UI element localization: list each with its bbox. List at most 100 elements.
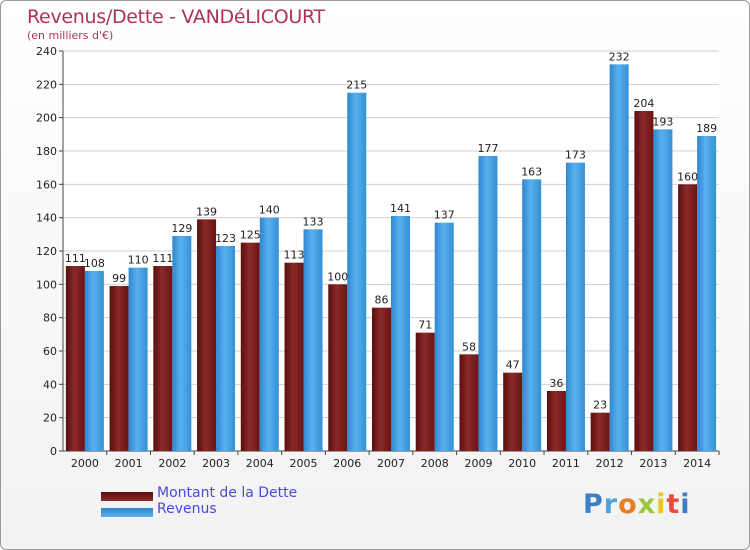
x-tick-label: 2013 bbox=[639, 457, 667, 470]
bar-revenus bbox=[128, 267, 148, 451]
data-label-revenus: 129 bbox=[171, 222, 192, 235]
x-tick-label: 2007 bbox=[377, 457, 405, 470]
y-tick-label: 120 bbox=[36, 245, 57, 258]
x-tick-label: 2002 bbox=[158, 457, 186, 470]
x-tick-label: 2011 bbox=[552, 457, 580, 470]
y-tick-label: 0 bbox=[50, 445, 57, 458]
data-label-revenus: 123 bbox=[215, 232, 236, 245]
bar-dette bbox=[197, 219, 217, 451]
x-tick-label: 2003 bbox=[202, 457, 230, 470]
legend-label-dette: Montant de la Dette bbox=[157, 485, 298, 501]
y-tick-label: 40 bbox=[43, 378, 57, 391]
x-tick-label: 2012 bbox=[596, 457, 624, 470]
bar-dette bbox=[328, 284, 348, 451]
data-label-revenus: 193 bbox=[652, 115, 673, 128]
bar-dette bbox=[590, 412, 610, 451]
y-tick-label: 20 bbox=[43, 412, 57, 425]
bar-revenus bbox=[478, 156, 498, 451]
data-label-dette: 160 bbox=[677, 170, 698, 183]
x-tick-label: 2009 bbox=[464, 457, 492, 470]
x-tick-label: 2014 bbox=[683, 457, 711, 470]
bar-dette bbox=[459, 354, 479, 451]
data-label-dette: 58 bbox=[462, 340, 476, 353]
logo-letter: r bbox=[603, 489, 619, 520]
bar-revenus bbox=[391, 216, 410, 451]
y-tick-label: 180 bbox=[36, 145, 57, 158]
bar-dette bbox=[503, 372, 523, 451]
x-tick-label: 2010 bbox=[508, 457, 536, 470]
y-tick-label: 80 bbox=[43, 312, 57, 325]
bar-revenus bbox=[172, 236, 192, 451]
bar-dette bbox=[284, 262, 304, 451]
x-tick-label: 2000 bbox=[71, 457, 99, 470]
bar-revenus bbox=[216, 246, 236, 451]
bar-revenus bbox=[259, 217, 279, 451]
logo-letter: i bbox=[656, 489, 667, 520]
bar-dette bbox=[240, 242, 260, 451]
y-tick-label: 240 bbox=[36, 45, 57, 58]
bar-revenus bbox=[609, 64, 629, 452]
y-tick-label: 220 bbox=[36, 78, 57, 91]
legend-label-revenus: Revenus bbox=[157, 501, 217, 517]
y-tick-label: 200 bbox=[36, 112, 57, 125]
legend-swatch-revenus bbox=[101, 508, 153, 517]
legend-swatch-dette bbox=[101, 492, 153, 501]
data-label-dette: 111 bbox=[152, 252, 173, 265]
data-label-revenus: 163 bbox=[521, 165, 542, 178]
bar-revenus bbox=[347, 92, 367, 452]
data-label-revenus: 108 bbox=[84, 257, 105, 270]
bar-dette bbox=[109, 286, 129, 451]
logo-letter: t bbox=[666, 489, 681, 520]
y-tick-label: 160 bbox=[36, 178, 57, 191]
bar-dette bbox=[372, 307, 391, 451]
bar-revenus bbox=[84, 271, 104, 451]
data-label-dette: 99 bbox=[112, 272, 126, 285]
chart-title: Revenus/Dette - VANDéLICOURT bbox=[27, 6, 325, 28]
y-tick-label: 100 bbox=[36, 278, 57, 291]
bar-revenus bbox=[697, 136, 717, 451]
x-tick-label: 2005 bbox=[290, 457, 318, 470]
data-label-dette: 204 bbox=[633, 97, 654, 110]
data-label-dette: 71 bbox=[418, 319, 432, 332]
bars bbox=[65, 64, 717, 452]
bar-dette bbox=[678, 184, 698, 452]
data-label-revenus: 215 bbox=[346, 79, 367, 92]
data-label-revenus: 173 bbox=[565, 149, 586, 162]
data-label-revenus: 177 bbox=[477, 142, 498, 155]
data-label-dette: 113 bbox=[284, 249, 305, 262]
data-label-revenus: 110 bbox=[128, 254, 149, 267]
proxiti-logo: Proxiti bbox=[583, 489, 691, 520]
data-label-revenus: 232 bbox=[609, 50, 630, 63]
data-label-dette: 139 bbox=[196, 205, 217, 218]
x-tick-label: 2006 bbox=[333, 457, 361, 470]
bar-dette bbox=[65, 266, 85, 451]
data-label-dette: 86 bbox=[375, 294, 389, 307]
data-label-dette: 100 bbox=[327, 270, 348, 283]
logo-letter: x bbox=[637, 489, 657, 520]
data-label-dette: 111 bbox=[65, 252, 86, 265]
data-label-revenus: 141 bbox=[390, 202, 411, 215]
x-tick-label: 2001 bbox=[115, 457, 143, 470]
x-tick-label: 2008 bbox=[421, 457, 449, 470]
data-label-dette: 125 bbox=[240, 229, 261, 242]
data-label-dette: 23 bbox=[593, 399, 607, 412]
data-label-revenus: 137 bbox=[434, 209, 455, 222]
bar-revenus bbox=[653, 129, 673, 452]
x-tick-label: 2004 bbox=[246, 457, 274, 470]
y-tick-label: 60 bbox=[43, 345, 57, 358]
bar-dette bbox=[153, 266, 173, 451]
logo-letter: i bbox=[680, 489, 691, 520]
logo-letter: P bbox=[583, 489, 604, 520]
bar-dette bbox=[415, 332, 435, 451]
chart-subtitle: (en milliers d'€) bbox=[27, 29, 114, 42]
bar-revenus bbox=[522, 179, 542, 452]
bar-dette bbox=[546, 391, 566, 451]
data-label-revenus: 189 bbox=[696, 122, 717, 135]
data-label-revenus: 140 bbox=[259, 204, 280, 217]
bar-revenus bbox=[303, 229, 323, 451]
bar-revenus bbox=[434, 222, 454, 451]
data-label-revenus: 133 bbox=[303, 215, 324, 228]
y-tick-label: 140 bbox=[36, 212, 57, 225]
